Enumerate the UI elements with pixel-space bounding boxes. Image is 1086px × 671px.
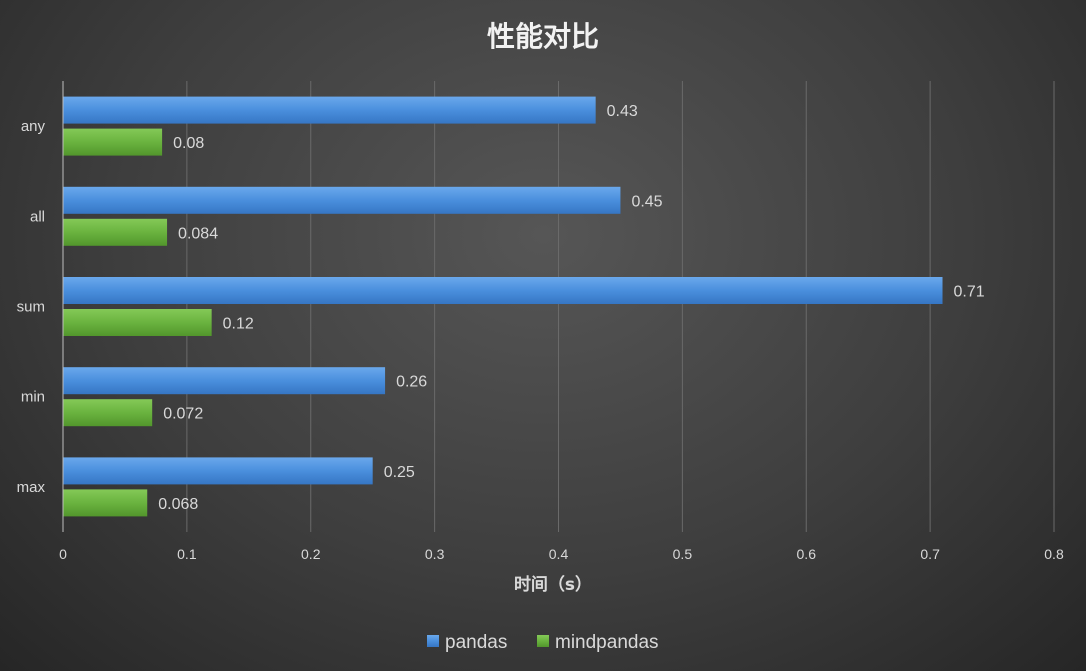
bar-pandas-all [63,186,621,214]
chart-title: 性能对比 [487,20,599,53]
category-label: any [21,118,46,135]
bar-pandas-any [63,96,596,124]
category-label: sum [17,299,45,316]
bars [63,96,943,517]
x-tick-label: 0.8 [1044,546,1064,562]
bar-pandas-min [63,367,386,395]
data-label: 0.08 [173,135,204,152]
bar-mindpandas-all [63,218,168,246]
y-axis-categories: any all sum min max [17,118,46,496]
legend-swatch-pandas [427,635,439,647]
legend-label: mindpandas [555,632,659,653]
bar-pandas-sum [63,277,943,304]
x-tick-label: 0 [59,546,67,562]
x-tick-label: 0.7 [920,546,940,562]
bar-mindpandas-min [63,399,153,427]
data-labels: 0.43 0.08 0.45 0.084 0.71 0.12 0.26 0.072 0.25 0.… [158,103,985,513]
x-tick-label: 0.1 [177,546,197,562]
legend: pandas mindpandas [427,632,659,653]
bar-mindpandas-any [63,128,163,156]
legend-label: pandas [445,632,507,653]
bar-mindpandas-max [63,489,148,517]
data-label: 0.12 [223,316,254,333]
data-label: 0.072 [163,406,203,423]
bar-pandas-max [63,457,373,485]
gridlines [186,81,1055,532]
data-label: 0.084 [178,225,218,242]
data-label: 0.26 [396,374,427,391]
x-tick-label: 0.6 [797,546,817,562]
data-label: 0.25 [384,464,415,481]
category-label: max [17,479,46,496]
x-axis-ticks: 0 0.1 0.2 0.3 0.4 0.5 0.6 0.7 0.8 [59,546,1064,562]
x-tick-label: 0.4 [549,546,569,562]
category-label: all [30,208,45,225]
data-label: 0.45 [631,193,662,210]
x-tick-label: 0.3 [425,546,445,562]
legend-swatch-mindpandas [537,635,549,647]
data-label: 0.068 [158,496,198,513]
x-tick-label: 0.2 [301,546,321,562]
x-axis-title: 时间（s） [514,574,592,595]
category-label: min [21,389,45,406]
x-tick-label: 0.5 [673,546,693,562]
bar-mindpandas-sum [63,309,212,336]
data-label: 0.71 [954,284,985,301]
data-label: 0.43 [607,103,638,120]
